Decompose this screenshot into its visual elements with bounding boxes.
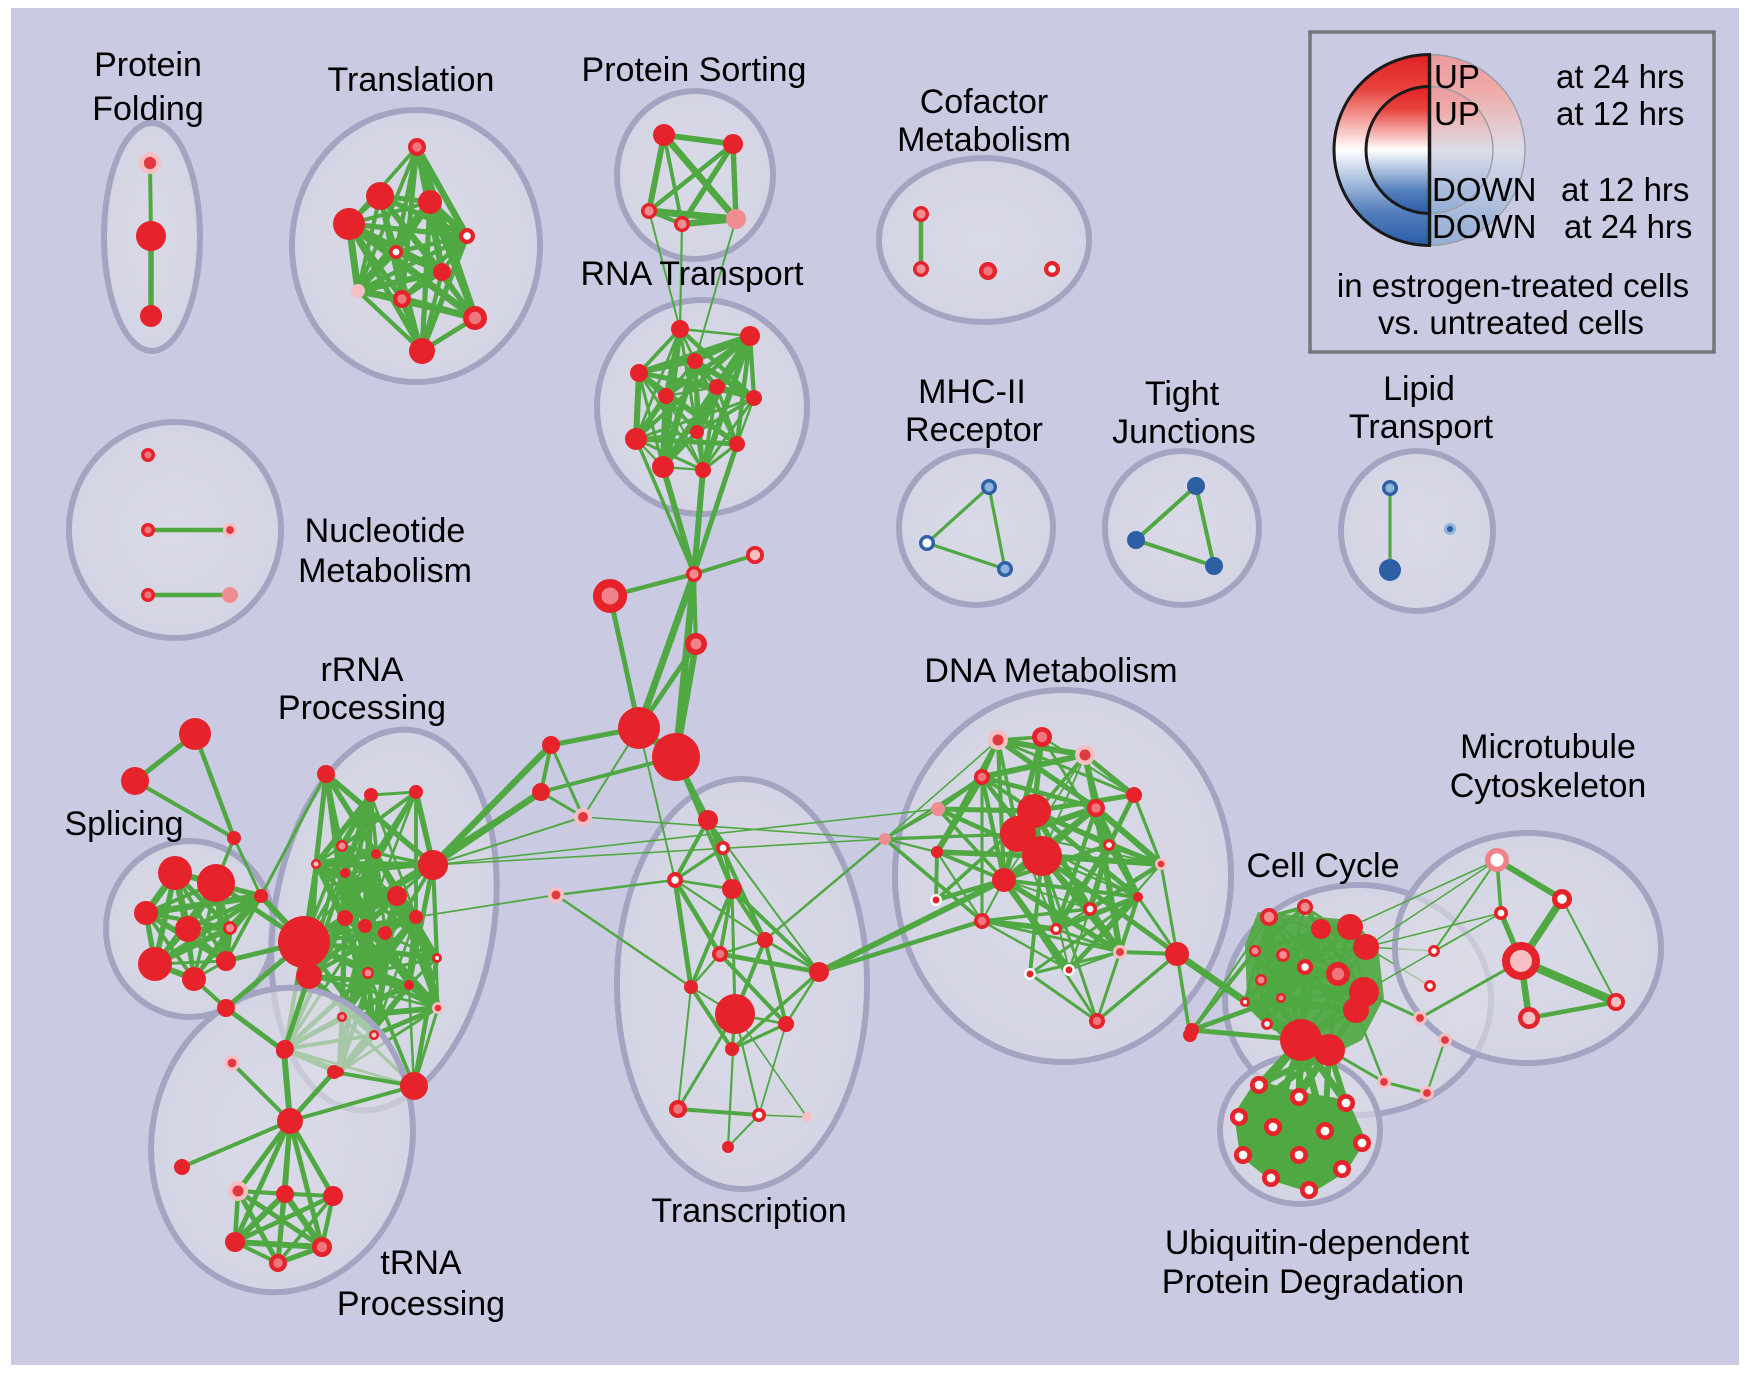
svg-text:Processing: Processing [278,689,446,727]
svg-text:MHC-II: MHC-II [918,373,1026,411]
svg-text:Metabolism: Metabolism [897,121,1071,159]
svg-text:Junctions: Junctions [1112,413,1256,451]
svg-text:Tight: Tight [1145,375,1220,413]
svg-text:Cofactor: Cofactor [920,83,1049,121]
svg-text:at 12 hrs: at 12 hrs [1561,171,1689,208]
svg-text:Receptor: Receptor [905,411,1043,449]
svg-text:Cytoskeleton: Cytoskeleton [1450,767,1647,805]
svg-text:Metabolism: Metabolism [298,552,472,590]
svg-text:at 12 hrs: at 12 hrs [1556,95,1684,132]
svg-text:Splicing: Splicing [64,805,183,843]
svg-text:Lipid: Lipid [1383,370,1455,408]
svg-text:Protein Degradation: Protein Degradation [1162,1263,1464,1301]
svg-text:UP: UP [1434,95,1480,132]
svg-text:UP: UP [1434,58,1480,95]
svg-text:Transport: Transport [1349,408,1494,446]
svg-text:Folding: Folding [92,90,204,128]
svg-text:Transcription: Transcription [651,1192,846,1230]
svg-text:tRNA: tRNA [380,1244,462,1282]
svg-text:Translation: Translation [328,61,495,99]
svg-text:Nucleotide: Nucleotide [305,512,466,550]
svg-text:DNA Metabolism: DNA Metabolism [924,652,1177,690]
svg-text:vs. untreated cells: vs. untreated cells [1378,304,1644,341]
svg-text:in estrogen-treated cells: in estrogen-treated cells [1337,267,1689,304]
svg-text:Protein Sorting: Protein Sorting [582,51,807,89]
svg-text:at 24 hrs: at 24 hrs [1564,208,1692,245]
svg-text:at 24 hrs: at 24 hrs [1556,58,1684,95]
svg-text:Protein: Protein [94,46,202,84]
svg-text:Microtubule: Microtubule [1460,728,1636,766]
svg-text:DOWN: DOWN [1432,208,1536,245]
svg-text:rRNA: rRNA [320,651,403,689]
svg-text:DOWN: DOWN [1432,171,1536,208]
svg-text:Ubiquitin-dependent: Ubiquitin-dependent [1165,1224,1470,1262]
svg-text:Cell Cycle: Cell Cycle [1246,847,1399,885]
svg-text:Processing: Processing [337,1285,505,1323]
svg-text:RNA Transport: RNA Transport [581,255,805,293]
